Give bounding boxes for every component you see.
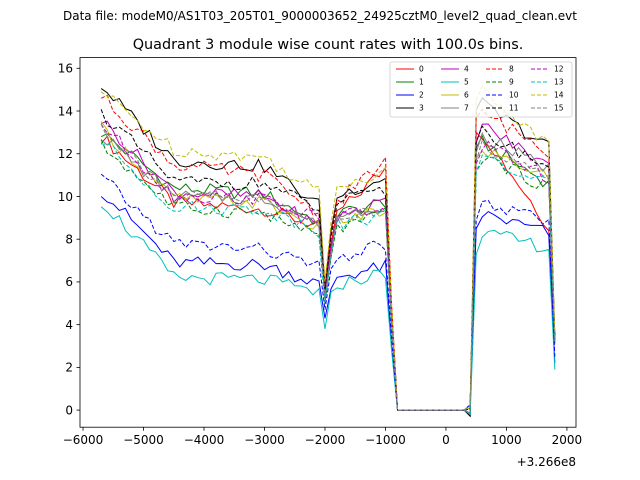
- y-tick-label: 14: [58, 104, 73, 118]
- y-tick-label: 2: [65, 361, 73, 375]
- y-tick-label: 8: [65, 232, 73, 246]
- legend-label-14: 14: [554, 91, 564, 100]
- x-tick-label: −2000: [305, 433, 346, 447]
- legend-label-11: 11: [509, 104, 519, 113]
- x-tick-label: 1000: [491, 433, 522, 447]
- series-line-9: [100, 139, 556, 411]
- series-layer: [100, 85, 556, 418]
- legend-label-15: 15: [554, 104, 564, 113]
- x-tick-label: −4000: [184, 433, 225, 447]
- legend-label-10: 10: [509, 91, 519, 100]
- x-axis: −6000 −5000 −4000 −3000 −2000 −1000 0 1000 2000: [63, 427, 582, 447]
- x-tick-label: −5000: [123, 433, 164, 447]
- y-tick-label: 10: [58, 190, 73, 204]
- legend-label-7: 7: [464, 104, 469, 113]
- x-axis-offset-label: +3.266e8: [517, 455, 576, 469]
- series-line-2: [100, 196, 556, 411]
- legend-label-12: 12: [554, 65, 564, 74]
- plot-frame: [79, 57, 577, 428]
- legend-label-8: 8: [509, 65, 514, 74]
- legend-label-1: 1: [419, 78, 424, 87]
- series-line-10: [100, 173, 556, 411]
- legend-label-5: 5: [464, 78, 469, 87]
- y-tick-label: 0: [65, 403, 73, 417]
- y-tick-label: 16: [58, 62, 73, 76]
- figure-suptitle: Data file: modeM0/AS1T03_205T01_90000036…: [63, 9, 577, 23]
- x-tick-label: −3000: [244, 433, 285, 447]
- x-tick-label: −6000: [63, 433, 104, 447]
- series-line-11: [100, 109, 556, 411]
- legend-label-0: 0: [419, 65, 424, 74]
- legend-label-3: 3: [419, 104, 424, 113]
- legend-box: [389, 61, 573, 118]
- y-tick-label: 6: [65, 275, 73, 289]
- legend-label-9: 9: [509, 78, 514, 87]
- legend-label-4: 4: [464, 65, 469, 74]
- series-line-5: [100, 206, 556, 416]
- legend-label-13: 13: [554, 78, 564, 87]
- y-tick-label: 12: [58, 147, 73, 161]
- legend-label-2: 2: [419, 91, 424, 100]
- y-axis: 0 2 4 6 8 10 12 14 16: [58, 62, 80, 417]
- chart-title: Quadrant 3 module wise count rates with …: [133, 37, 524, 53]
- x-tick-label: 0: [442, 433, 450, 447]
- x-tick-label: −1000: [365, 433, 406, 447]
- x-tick-label: 2000: [552, 433, 583, 447]
- y-tick-label: 4: [65, 318, 73, 332]
- legend-label-6: 6: [464, 91, 469, 100]
